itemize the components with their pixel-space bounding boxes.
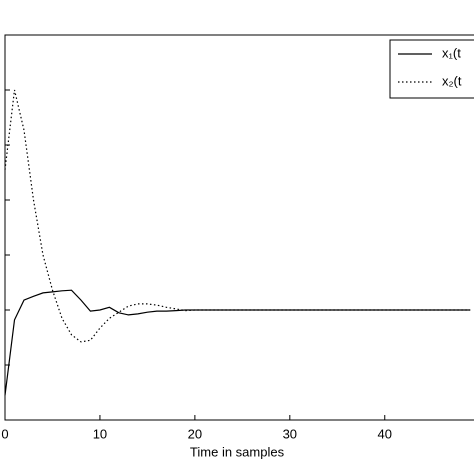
x-tick-label: 30: [283, 426, 297, 441]
legend-box: [389, 39, 474, 99]
legend-label: x₁(t: [442, 45, 461, 60]
x-tick-label: 40: [378, 426, 392, 441]
series-line: [4, 289, 471, 396]
x-tick-label: 0: [1, 426, 8, 441]
x-tick-label: 10: [93, 426, 107, 441]
series-line: [4, 89, 471, 343]
x-axis-label: Time in samples: [190, 444, 285, 459]
x-tick-label: 20: [188, 426, 202, 441]
plot-frame: [4, 34, 474, 421]
legend-label: x₂(t: [442, 73, 462, 88]
